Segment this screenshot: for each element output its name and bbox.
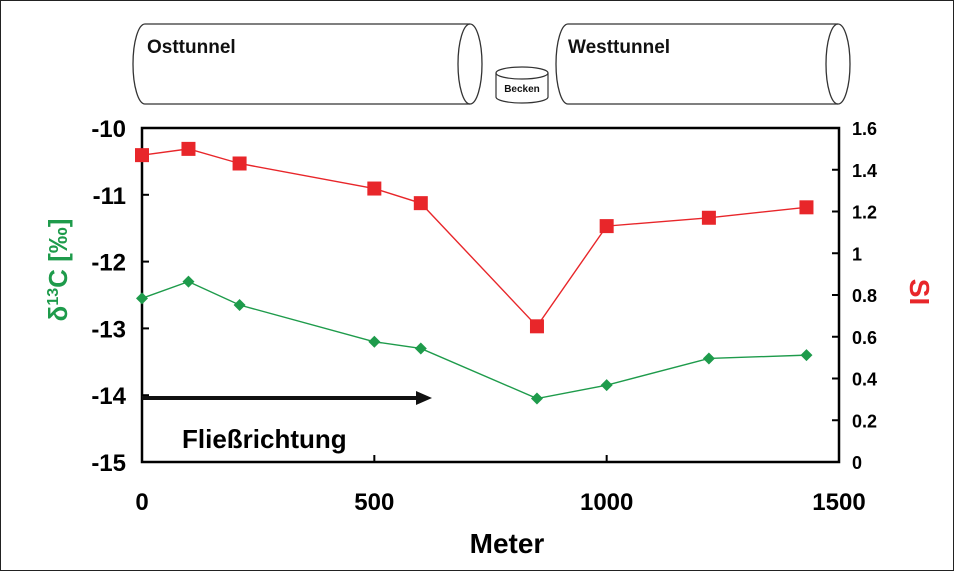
- east-tunnel-shape: [132, 23, 483, 105]
- y-left-title-tail: C [‰]: [43, 219, 73, 288]
- flow-direction-label: Fließrichtung: [182, 424, 347, 454]
- data-point-si: [135, 148, 149, 163]
- data-point-delta13c: [182, 275, 195, 288]
- y-left-tick-label: -11: [93, 183, 126, 210]
- y-left-tick-label: -12: [91, 250, 126, 277]
- x-axis-title: Meter: [470, 528, 545, 559]
- data-point-si: [367, 181, 382, 196]
- data-point-delta13c: [414, 342, 427, 355]
- y-right-tick-label: 0: [852, 453, 862, 473]
- data-point-delta13c: [600, 379, 613, 392]
- data-point-si: [232, 156, 247, 171]
- y-left-tick-label: -13: [91, 316, 126, 343]
- y-right-tick-label: 0.2: [852, 411, 877, 431]
- x-tick-label: 1500: [812, 489, 865, 516]
- data-point-si: [599, 219, 614, 234]
- x-tick-label: 500: [354, 489, 394, 516]
- flow-arrow: [142, 391, 432, 405]
- plot-area: [140, 126, 841, 464]
- basin-shape: [495, 66, 549, 104]
- data-point-delta13c: [530, 392, 543, 405]
- y-right-tick-label: 1.4: [852, 161, 877, 181]
- west-tunnel-label: Westtunnel: [568, 37, 670, 58]
- y-left-tick-label: -10: [91, 116, 126, 143]
- y-left-title-delta: δ: [43, 306, 73, 322]
- data-point-delta13c: [800, 349, 813, 362]
- x-tick-label: 1000: [580, 489, 633, 516]
- y-right-tick-label: 1: [852, 244, 862, 264]
- axis-ticks: 0 500 1000 1500 -10 -11 -12 -13 -14 -15 1.6 1.4 1.2 1…: [91, 116, 877, 516]
- data-point-delta13c: [136, 292, 148, 305]
- y-right-tick-label: 1.6: [852, 119, 877, 139]
- series-line-si: [141, 148, 807, 328]
- west-tunnel-shape: [555, 23, 851, 105]
- y-right-tick-label: 0.8: [852, 286, 877, 306]
- y-left-tick-label: -14: [91, 383, 126, 410]
- y-right-tick-label: 1.2: [852, 203, 877, 223]
- y-left-axis-title: δ13C [‰]: [43, 219, 73, 322]
- data-point-delta13c: [702, 352, 715, 365]
- data-point-si: [701, 210, 716, 225]
- data-point-si: [799, 200, 814, 215]
- tunnel-schematic: Osttunnel Becken Westtunnel: [132, 23, 851, 105]
- y-right-tick-label: 0.4: [852, 370, 877, 390]
- data-point-si: [529, 319, 544, 334]
- y-right-axis-title: SI: [904, 279, 935, 305]
- basin-label: Becken: [504, 84, 540, 95]
- y-left-title-sup: 13: [45, 288, 62, 306]
- data-point-si: [181, 141, 196, 156]
- y-right-tick-label: 0.6: [852, 328, 877, 348]
- series-line-delta13c: [141, 280, 807, 400]
- east-tunnel-label: Osttunnel: [147, 37, 236, 58]
- series-layer: [135, 141, 814, 405]
- data-point-delta13c: [233, 299, 246, 312]
- data-point-si: [413, 196, 428, 211]
- data-point-delta13c: [368, 335, 381, 348]
- x-tick-label: 0: [135, 489, 148, 516]
- y-left-tick-label: -15: [91, 450, 126, 477]
